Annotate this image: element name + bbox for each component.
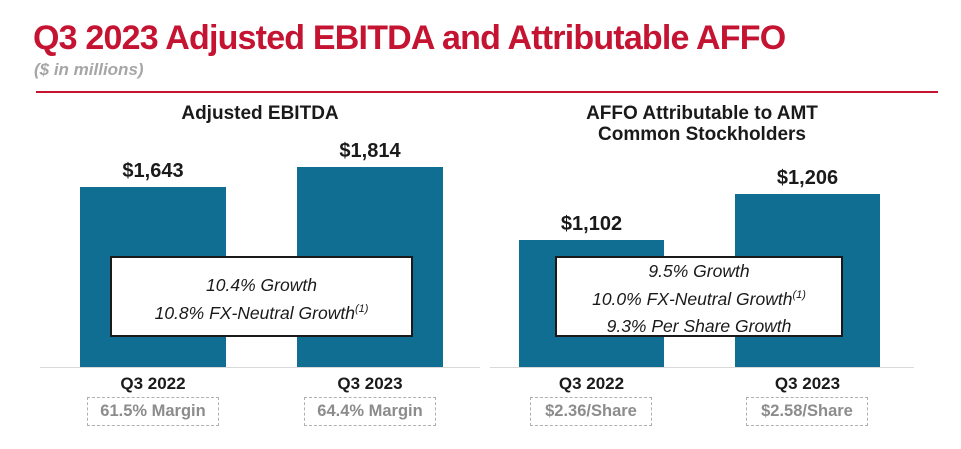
- growth-callout-ebitda: 10.4% Growth 10.8% FX-Neutral Growth(1): [110, 256, 413, 337]
- plot-area-affo: $1,102 $1,206 9.5% Growth 10.0% FX-Neutr…: [490, 140, 914, 368]
- growth-callout-affo: 9.5% Growth 10.0% FX-Neutral Growth(1) 9…: [555, 256, 843, 337]
- footnote-marker: (1): [792, 288, 806, 301]
- bar-value-label: $1,206: [776, 167, 839, 189]
- category-axis-affo: Q3 2022 Q3 2023: [490, 374, 914, 396]
- category-axis-ebitda: Q3 2022 Q3 2023: [40, 374, 480, 396]
- callout-text: 9.3% Per Share Growth: [606, 316, 792, 337]
- callout-text: 9.5% Growth: [648, 260, 750, 281]
- callout-line: 10.4% Growth: [206, 269, 317, 297]
- page-title: Q3 2023 Adjusted EBITDA and Attributable…: [33, 19, 786, 57]
- plot-area-adjusted-ebitda: $1,643 $1,814 10.4% Growth 10.8% FX-Neut…: [40, 140, 480, 368]
- per-share-badge-q3-2023: $2.58/Share: [746, 397, 868, 426]
- page-subtitle: ($ in millions): [34, 60, 144, 79]
- chart-title-adjusted-ebitda: Adjusted EBITDA: [181, 103, 339, 124]
- bar-value-label: $1,814: [339, 140, 401, 162]
- margin-badge-q3-2022: 61.5% Margin: [87, 397, 219, 426]
- chart-adjusted-ebitda: Adjusted EBITDA $1,643 $1,814 10.4% Grow…: [40, 100, 480, 435]
- per-share-badge-q3-2022: $2.36/Share: [530, 397, 652, 426]
- title-divider: [36, 91, 938, 93]
- badge-row-ebitda: 61.5% Margin 64.4% Margin: [40, 397, 480, 427]
- category-label-q3-2023: Q3 2023: [774, 374, 841, 393]
- chart-title-affo: AFFO Attributable to AMT Common Stockhol…: [586, 103, 818, 145]
- category-label-q3-2023: Q3 2023: [337, 374, 403, 393]
- margin-badge-q3-2023: 64.4% Margin: [304, 397, 436, 426]
- category-label-q3-2022: Q3 2022: [558, 374, 625, 393]
- callout-text: 10.0% FX-Neutral Growth: [592, 288, 793, 309]
- callout-line: 9.5% Growth: [648, 255, 749, 283]
- callout-line: 10.8% FX-Neutral Growth(1): [155, 297, 369, 325]
- bar-value-label: $1,643: [122, 160, 184, 182]
- callout-text: 10.4% Growth: [206, 274, 317, 295]
- category-label-q3-2022: Q3 2022: [120, 374, 186, 393]
- badge-row-affo: $2.36/Share $2.58/Share: [490, 397, 914, 427]
- callout-line: 10.0% FX-Neutral Growth(1): [592, 283, 806, 311]
- callout-text: 10.8% FX-Neutral Growth: [154, 302, 355, 323]
- footnote-marker: (1): [354, 302, 369, 315]
- chart-affo: AFFO Attributable to AMT Common Stockhol…: [490, 100, 914, 435]
- bar-value-label: $1,102: [560, 213, 623, 235]
- callout-line: 9.3% Per Share Growth: [607, 310, 792, 338]
